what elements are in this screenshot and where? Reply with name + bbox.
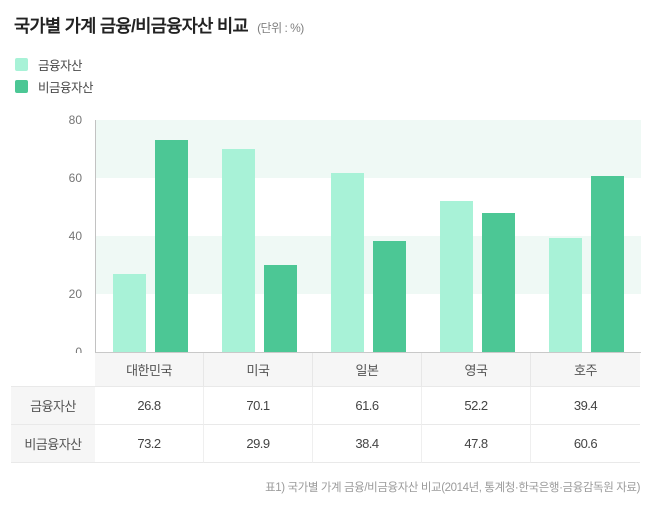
table-column-header-usa: 미국 bbox=[204, 353, 313, 387]
table-value-non-financial-assets-japan: 38.4 bbox=[313, 425, 422, 463]
bar-group-korea bbox=[96, 120, 205, 352]
y-tick-label-80: 80 bbox=[68, 113, 82, 127]
bar-financial-assets-japan bbox=[331, 173, 364, 352]
legend-swatch-financial-assets bbox=[15, 57, 28, 71]
bar-non-financial-assets-australia bbox=[591, 176, 624, 352]
source-caption: 표1) 국가별 가계 금융/비금융자산 비교(2014년, 통계청·한국은행·금… bbox=[265, 482, 640, 494]
table-value-financial-assets-japan: 61.6 bbox=[313, 387, 422, 425]
table-value-financial-assets-australia: 39.4 bbox=[531, 387, 640, 425]
bar-financial-assets-australia bbox=[549, 237, 582, 352]
table-row-label-non-financial-assets: 비금융자산 bbox=[11, 425, 95, 463]
table-value-non-financial-assets-usa: 29.9 bbox=[204, 425, 313, 463]
legend-label-financial-assets: 금융자산 bbox=[38, 58, 83, 73]
table-value-non-financial-assets-australia: 60.6 bbox=[531, 425, 640, 463]
y-tick-label-40: 40 bbox=[68, 229, 82, 243]
y-tick-label-60: 60 bbox=[68, 171, 82, 185]
chart-header: 국가별 가계 금융/비금융자산 비교 (단위 : %) bbox=[14, 13, 304, 38]
table-column-header-australia: 호주 bbox=[531, 353, 640, 387]
table-value-financial-assets-korea: 26.8 bbox=[95, 387, 204, 425]
table-value-non-financial-assets-korea: 73.2 bbox=[95, 425, 204, 463]
bar-financial-assets-korea bbox=[113, 274, 146, 352]
bar-financial-assets-uk bbox=[440, 200, 473, 352]
plot-area bbox=[95, 120, 641, 353]
table-column-header-uk: 영국 bbox=[422, 353, 531, 387]
bar-group-australia bbox=[532, 120, 641, 352]
y-tick-label-0: 0 bbox=[75, 345, 82, 359]
table-value-non-financial-assets-uk: 47.8 bbox=[422, 425, 531, 463]
bar-financial-assets-usa bbox=[222, 148, 255, 352]
table-column-header-korea: 대한민국 bbox=[95, 353, 204, 387]
unit-label: (단위 : %) bbox=[257, 21, 304, 35]
bar-group-japan bbox=[314, 120, 423, 352]
bar-non-financial-assets-korea bbox=[155, 139, 188, 352]
table-column-header-japan: 일본 bbox=[313, 353, 422, 387]
legend: 금융자산 비금융자산 bbox=[15, 57, 94, 101]
bar-group-uk bbox=[423, 120, 532, 352]
bar-non-financial-assets-uk bbox=[482, 213, 515, 352]
table-value-financial-assets-usa: 70.1 bbox=[204, 387, 313, 425]
table-value-financial-assets-uk: 52.2 bbox=[422, 387, 531, 425]
chart-title: 국가별 가계 금융/비금융자산 비교 bbox=[14, 16, 249, 36]
bar-non-financial-assets-usa bbox=[264, 265, 297, 352]
legend-label-non-financial-assets: 비금융자산 bbox=[38, 80, 94, 95]
legend-item-financial-assets: 금융자산 bbox=[15, 57, 93, 73]
bar-non-financial-assets-japan bbox=[373, 240, 406, 352]
y-axis: 0 20 40 60 80 bbox=[0, 114, 82, 358]
table-row-label-financial-assets: 금융자산 bbox=[11, 387, 95, 425]
bar-group-usa bbox=[205, 120, 314, 352]
legend-item-non-financial-assets: 비금융자산 bbox=[15, 79, 94, 95]
table-corner-cell bbox=[11, 353, 95, 387]
legend-swatch-non-financial-assets bbox=[15, 79, 28, 93]
y-tick-label-20: 20 bbox=[68, 287, 82, 301]
